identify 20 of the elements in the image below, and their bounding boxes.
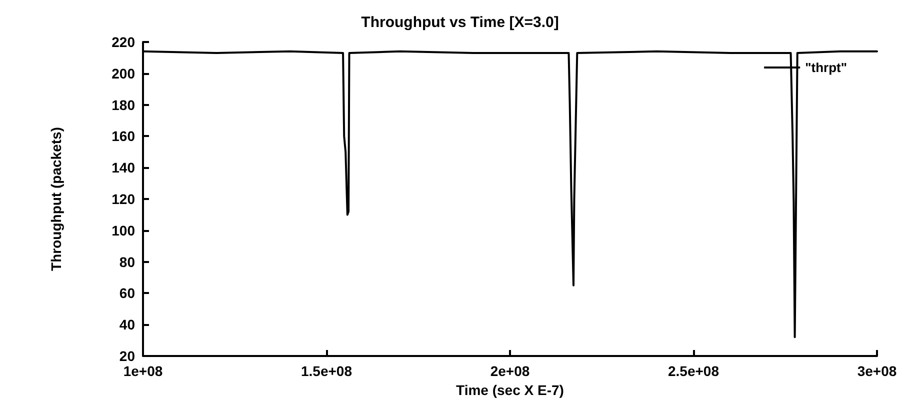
x-tick-label: 2e+08 [490, 363, 530, 379]
y-tick-label: 80 [119, 254, 136, 270]
y-tick-label: 100 [112, 222, 136, 238]
y-tick-label: 40 [119, 316, 136, 333]
y-tick-label: 220 [112, 34, 136, 50]
y-tick-label: 200 [112, 65, 136, 82]
x-tick-label: 3e+08 [857, 363, 897, 379]
y-tick-label: 60 [119, 285, 136, 302]
y-tick-label: 180 [112, 96, 136, 113]
y-tick-label: 20 [119, 348, 136, 364]
x-tick-label: 1e+08 [123, 363, 163, 379]
x-axis-title: Time (sec X E-7) [456, 382, 564, 398]
y-tick-label: 160 [112, 128, 136, 144]
y-axis-title: Throughput (packets) [48, 127, 64, 271]
y-tick-label: 140 [112, 160, 136, 176]
x-tick-label: 1.5e+08 [301, 363, 352, 379]
x-tick-label: 2.5e+08 [668, 363, 720, 379]
y-tick-label: 120 [112, 191, 136, 207]
legend-label: "thrpt" [805, 60, 848, 75]
chart-title: Throughput vs Time [X=3.0] [361, 14, 559, 31]
